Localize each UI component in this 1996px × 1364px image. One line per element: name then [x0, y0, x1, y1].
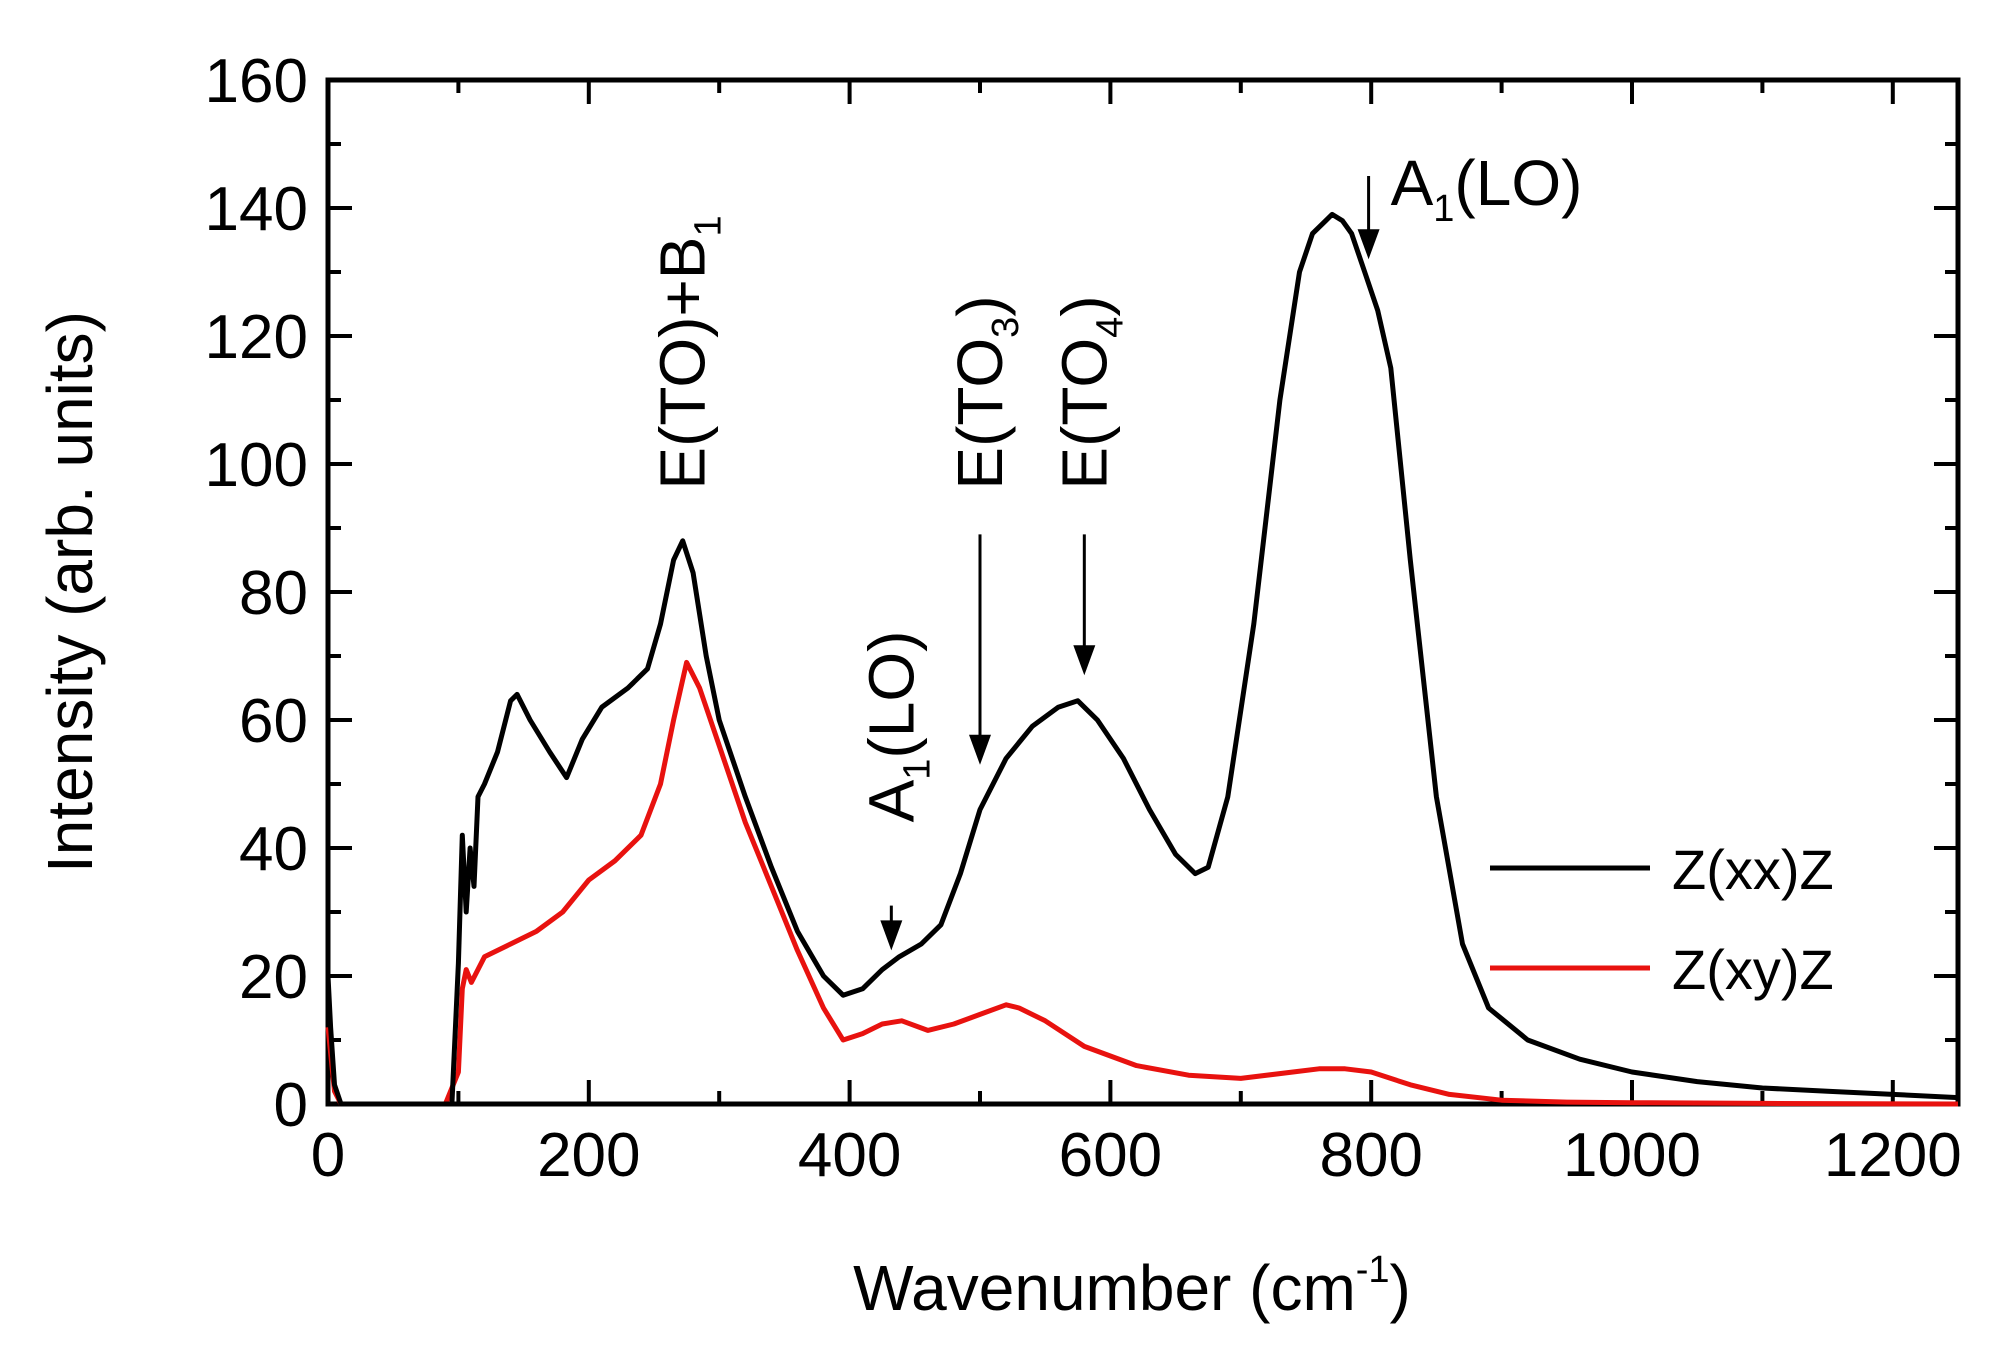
y-axis-title: Intensity (arb. units): [34, 311, 106, 873]
annotation-label: A1(LO): [1391, 147, 1583, 230]
x-tick-label: 800: [1319, 1121, 1422, 1190]
annotation-arrow-head: [1073, 645, 1096, 676]
x-axis-ticks: 0 200 400 600 800 1000 1200: [311, 80, 1962, 1190]
annotation-arrow-head: [1357, 229, 1380, 260]
annotation-label: E(TO3): [944, 295, 1027, 489]
series-line-zxy: [325, 659, 1959, 1107]
annotation-eto3: E(TO3): [944, 295, 1027, 765]
annotation-label: A1(LO): [855, 631, 938, 823]
x-tick-label: 1200: [1824, 1121, 1962, 1190]
x-tick-label: 0: [311, 1121, 345, 1190]
series-layer: [325, 211, 1959, 1107]
x-tick-label: 200: [537, 1121, 640, 1190]
annotation-eto4: E(TO4): [1048, 295, 1131, 676]
y-tick-label: 40: [239, 815, 308, 884]
annotation-label: E(TO4): [1048, 295, 1131, 489]
x-tick-label: 1000: [1563, 1121, 1701, 1190]
annotation-a1lo-right: A1(LO): [1357, 147, 1583, 260]
annotation-layer: E(TO)+B1 A1(LO) E(TO3) E(TO4) A1(LO): [647, 147, 1583, 951]
y-tick-label: 60: [239, 687, 308, 756]
x-tick-label: 600: [1059, 1121, 1162, 1190]
legend: Z(xx)Z Z(xy)Z: [1490, 838, 1834, 1001]
legend-label-zxx: Z(xx)Z: [1672, 838, 1834, 901]
y-tick-label: 0: [274, 1071, 308, 1140]
y-tick-label: 120: [205, 303, 308, 372]
y-tick-label: 160: [205, 47, 308, 116]
annotation-etob1: E(TO)+B1: [647, 215, 730, 489]
y-axis-ticks: 0 20 40 60 80 100 120 140 160: [205, 47, 1958, 1140]
y-tick-label: 100: [205, 431, 308, 500]
y-tick-label: 140: [205, 175, 308, 244]
annotation-a1lo-left: A1(LO): [855, 631, 938, 951]
annotation-arrow-head: [880, 920, 903, 951]
annotation-arrow-head: [969, 734, 991, 765]
y-tick-label: 20: [239, 943, 308, 1012]
annotation-label: E(TO)+B1: [647, 215, 730, 489]
legend-label-zxy: Z(xy)Z: [1672, 938, 1834, 1001]
series-line-zxx: [325, 211, 1959, 1107]
x-tick-label: 400: [798, 1121, 901, 1190]
x-axis-title: Wavenumber (cm-1): [853, 1249, 1411, 1324]
y-tick-label: 80: [239, 559, 308, 628]
